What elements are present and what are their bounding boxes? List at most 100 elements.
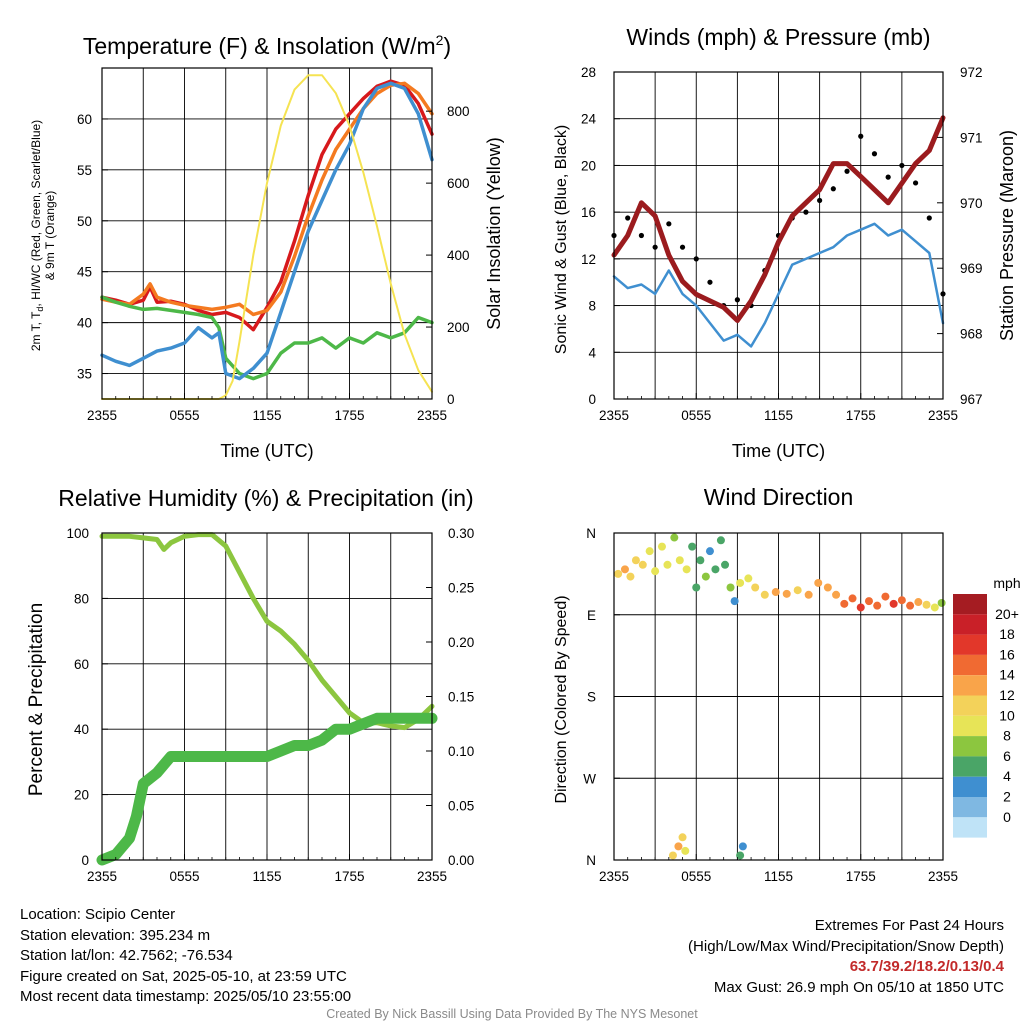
gridlines	[614, 533, 943, 860]
y-tick-label: E	[587, 608, 596, 623]
svg-text:2m T, Td, HI/WC (Red, Green, S: 2m T, Td, HI/WC (Red, Green, Scarlet/Blu…	[29, 120, 45, 351]
legend-swatch	[953, 614, 987, 635]
x-tick-label: 1755	[846, 408, 876, 423]
y2-tick-labels: 967 968 969 970 971 972	[937, 65, 983, 407]
legend-label: 12	[999, 687, 1015, 703]
direction-point	[631, 556, 640, 565]
legend-swatch	[953, 776, 987, 797]
direction-point	[638, 560, 647, 569]
y-tick-label: 60	[77, 112, 92, 127]
gridlines	[102, 533, 432, 860]
direction-point	[674, 842, 683, 851]
y2-tick-labels: 0.00 0.05 0.10 0.15 0.20 0.25 0.30	[426, 526, 474, 868]
direction-point	[668, 851, 677, 860]
direction-point	[906, 601, 915, 610]
speed-legend: mph 20+ 18 16 14 12 10 8 6 4 2 0	[953, 575, 1021, 838]
y2-tick-label: 200	[447, 320, 470, 335]
series-line-9m-t	[100, 81, 434, 317]
extremes-info: Extremes For Past 24 Hours (High/Low/Max…	[688, 916, 1004, 998]
y2-tick-labels: 0 200 400 600 800	[426, 104, 470, 407]
y-tick-label: 20	[74, 788, 89, 803]
direction-point	[823, 583, 832, 592]
y2-tick-label: 967	[960, 392, 983, 407]
y2-tick-label: 0	[447, 392, 455, 407]
x-tick-label: 0555	[169, 408, 199, 423]
x-tick-label: 0555	[681, 408, 711, 423]
series-line-sonic-wind	[612, 222, 945, 348]
direction-point	[682, 565, 691, 574]
y-tick-labels: 0 20 40 60 80 100	[66, 526, 108, 868]
y2-axis-label: Solar Insolation (Yellow)	[484, 137, 504, 329]
series-group	[611, 115, 946, 348]
y-tick-label: 40	[77, 316, 92, 331]
direction-point	[705, 547, 714, 556]
x-tick-label: 2355	[599, 869, 629, 884]
legend-label: 6	[1003, 748, 1011, 764]
direction-point	[645, 547, 654, 556]
latlon-text: Station lat/lon: 42.7562; -76.534	[20, 947, 233, 964]
direction-point	[751, 583, 760, 592]
y-tick-label: 8	[588, 299, 596, 314]
gust-point	[858, 133, 864, 139]
legend-swatch	[953, 817, 987, 838]
direction-point	[688, 542, 697, 551]
y2-tick-label: 400	[447, 248, 470, 263]
y-axis-label: Direction (Colored By Speed)	[553, 595, 570, 803]
x-tick-label: 2355	[599, 408, 629, 423]
direction-point	[937, 598, 946, 607]
x-tick-labels: 2355 0555 1155 1755 2355	[599, 854, 958, 884]
legend-unit-label: mph	[993, 575, 1020, 591]
direction-point	[881, 592, 890, 601]
series-line-hi-wc	[100, 81, 434, 381]
gust-point	[844, 168, 850, 174]
legend-label: 4	[1003, 768, 1011, 784]
legend-label: 2	[1003, 789, 1011, 805]
direction-point	[848, 594, 857, 603]
credit-text: Created By Nick Bassill Using Data Provi…	[326, 1007, 698, 1021]
x-tick-label: 2355	[87, 408, 117, 423]
direction-point	[663, 560, 672, 569]
y2-tick-label: 0.25	[448, 581, 474, 596]
x-tick-label: 2355	[928, 408, 958, 423]
gridlines	[614, 72, 943, 399]
extremes-description: (High/Low/Max Wind/Precipitation/Snow De…	[688, 937, 1004, 955]
gust-point	[899, 162, 905, 169]
gust-point	[912, 180, 919, 186]
svg-text:& 9m T (Orange): & 9m T (Orange)	[43, 191, 57, 281]
y2-tick-label: 0.15	[448, 690, 474, 705]
legend-label: 14	[999, 667, 1015, 683]
gust-point	[652, 244, 658, 250]
direction-points	[614, 533, 946, 860]
y-tick-label: 55	[77, 163, 92, 178]
direction-point	[711, 565, 720, 574]
series-group	[96, 532, 438, 866]
direction-point	[814, 578, 823, 587]
gust-point	[707, 279, 713, 285]
direction-point	[914, 598, 923, 607]
y-tick-label: 35	[77, 367, 92, 382]
direction-point	[701, 572, 710, 581]
direction-point	[897, 596, 906, 605]
chart-title: Wind Direction	[704, 484, 854, 510]
y-tick-label: 20	[581, 158, 596, 173]
x-tick-label: 1155	[764, 869, 793, 884]
direction-point	[696, 556, 705, 565]
y2-tick-label: 970	[960, 196, 983, 211]
chart-title: Temperature (F) & Insolation (W/m2)	[83, 32, 451, 59]
legend-swatch	[953, 634, 987, 655]
x-axis-label: Time (UTC)	[732, 441, 825, 461]
direction-point	[670, 533, 679, 542]
x-tick-label: 0555	[681, 869, 711, 884]
direction-point	[738, 842, 747, 851]
extremes-title: Extremes For Past 24 Hours	[814, 917, 1004, 934]
gust-point	[803, 209, 809, 215]
x-tick-label: 2355	[87, 869, 117, 884]
gust-point	[625, 215, 631, 221]
created-text: Figure created on Sat, 2025-05-10, at 23…	[20, 967, 347, 985]
y-axis-label: 2m T, Td, HI/WC (Red, Green, Scarlet/Blu…	[29, 120, 57, 351]
direction-point	[856, 603, 865, 612]
y-axis-label: Sonic Wind & Gust (Blue, Black)	[553, 125, 570, 354]
